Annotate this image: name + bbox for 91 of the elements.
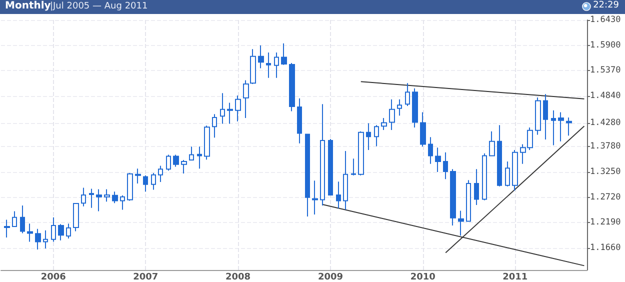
- candlestick: [127, 172, 133, 202]
- candlestick: [220, 92, 225, 124]
- candlestick: [189, 146, 194, 161]
- text: 22:29: [593, 0, 620, 10]
- candlestick: [73, 202, 79, 232]
- candlestick: [397, 98, 402, 116]
- candlestick: [358, 130, 364, 176]
- candlestick: [320, 104, 325, 206]
- x-tick-label: 2010: [410, 272, 436, 282]
- candlestick: [543, 94, 548, 140]
- candlestick: [428, 136, 433, 164]
- candlestick: [389, 98, 395, 130]
- y-tick-label: 1.5900: [590, 40, 621, 50]
- candlestick: [166, 154, 171, 172]
- candlestick: [474, 168, 479, 206]
- y-tick-label: 1.4840: [590, 91, 621, 102]
- x-tick-label: 2011: [502, 272, 528, 282]
- candlestick: [435, 147, 441, 173]
- candlestick: [551, 110, 556, 146]
- y-tick-label: 1.2190: [590, 218, 621, 228]
- candlestick: [412, 88, 418, 128]
- candlestick: [43, 230, 48, 249]
- x-tick-label: 2006: [40, 272, 66, 282]
- candlestick: [482, 152, 487, 201]
- candlestick: [227, 102, 233, 124]
- candlestick: [489, 130, 495, 157]
- candlestick: [458, 210, 464, 236]
- candlestick: [20, 204, 25, 234]
- candlestick: [81, 187, 86, 207]
- candlestick: [4, 219, 10, 238]
- candlestick: [250, 48, 256, 85]
- y-tick-label: 1.4280: [590, 118, 621, 128]
- candlestick: [120, 194, 125, 210]
- y-tick-label: 1.2720: [590, 192, 621, 202]
- candlestick: [35, 228, 41, 250]
- x-tick-label: 2008: [225, 272, 251, 282]
- y-tick-label: 1.5370: [590, 66, 621, 76]
- candlestick: [258, 44, 264, 69]
- candlestick: [443, 152, 448, 180]
- candlestick: [420, 112, 426, 148]
- candlestick: [204, 125, 210, 160]
- candlestick: [12, 210, 17, 227]
- candlestick: [381, 117, 387, 130]
- x-tick-label: 2009: [318, 272, 344, 282]
- candlestick: [281, 42, 287, 66]
- candlestick: [566, 117, 572, 136]
- candlestick: [535, 96, 541, 136]
- x-tick-label: 2007: [133, 272, 158, 282]
- candlestick: [274, 52, 279, 78]
- candlestick: [289, 62, 295, 112]
- candlestick: [151, 172, 156, 190]
- candlestick: [89, 188, 94, 208]
- y-tick-label: 1.3780: [590, 142, 621, 152]
- candlestick: [305, 134, 310, 217]
- y-tick-label: 1.1660: [590, 243, 621, 254]
- candlestick: [243, 80, 249, 118]
- candlestick: [374, 124, 379, 147]
- chart-subtitle: |Jul 2005 — Aug 2011: [50, 2, 148, 12]
- candlestick: [51, 216, 56, 242]
- candlestick: [366, 122, 371, 151]
- candlestick: [96, 188, 102, 212]
- candlestick: [135, 168, 141, 184]
- candlestick: [466, 180, 471, 222]
- candlestick: [66, 223, 71, 239]
- candlestick: [173, 154, 179, 168]
- candlestick: [104, 188, 110, 202]
- candlestick: [158, 165, 163, 183]
- y-tick-label: 1.6430: [590, 15, 621, 25]
- candlestick: [312, 180, 318, 216]
- candlestick: [235, 95, 241, 122]
- candlestick: [266, 52, 271, 78]
- candlestick: [143, 174, 148, 192]
- candlestick: [558, 112, 564, 142]
- y-tick-label: 1.3250: [590, 167, 621, 178]
- candlestick: [58, 224, 64, 241]
- candlestick: [297, 98, 302, 144]
- candlestick: [336, 181, 341, 209]
- candlestick: [450, 168, 456, 226]
- candlestick: [405, 82, 410, 107]
- chart-title: Monthly: [5, 0, 52, 12]
- candlestick: [27, 223, 33, 242]
- candlestick: [112, 191, 118, 204]
- candlestick: [212, 114, 217, 138]
- candlestick: [197, 146, 202, 170]
- candlestick: [328, 138, 333, 196]
- candlestick: [505, 160, 510, 187]
- candlestick: [181, 160, 187, 174]
- candlestick: [497, 124, 502, 187]
- candlestick: [512, 150, 518, 192]
- candlestick: [351, 158, 356, 176]
- candlestick: [343, 150, 348, 210]
